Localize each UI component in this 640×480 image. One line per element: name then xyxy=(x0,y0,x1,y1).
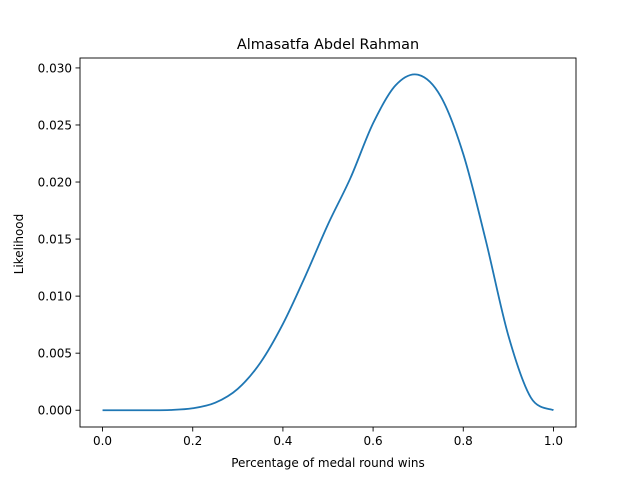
x-tick-label-2: 0.4 xyxy=(273,434,292,448)
y-tick-label-5: 0.025 xyxy=(38,118,72,132)
y-axis-label: Likelihood xyxy=(12,214,26,275)
likelihood-curve-0 xyxy=(102,73,554,412)
axes-frame xyxy=(79,57,577,428)
axes: 0.0 0.2 0.4 0.6 0.8 1.0 0.000 0.005 0.010 0.015 0.… xyxy=(38,57,577,448)
x-tick-label-1: 0.2 xyxy=(183,434,202,448)
y-tick-label-0: 0.000 xyxy=(38,404,72,418)
x-tick-label-5: 1.0 xyxy=(544,434,563,448)
x-axis-label: Percentage of medal round wins xyxy=(231,456,425,470)
y-tick-label-4: 0.020 xyxy=(38,176,72,190)
y-tick-label-2: 0.010 xyxy=(38,290,72,304)
y-tick-label-1: 0.005 xyxy=(38,347,72,361)
x-tick-label-3: 0.6 xyxy=(364,434,383,448)
x-tick-label-0: 0.0 xyxy=(93,434,112,448)
plot-area xyxy=(102,73,554,412)
y-tick-label-6: 0.030 xyxy=(38,61,72,75)
chart-title: Almasatfa Abdel Rahman xyxy=(237,37,419,53)
y-tick-label-3: 0.015 xyxy=(38,233,72,247)
x-tick-label-4: 0.8 xyxy=(454,434,473,448)
